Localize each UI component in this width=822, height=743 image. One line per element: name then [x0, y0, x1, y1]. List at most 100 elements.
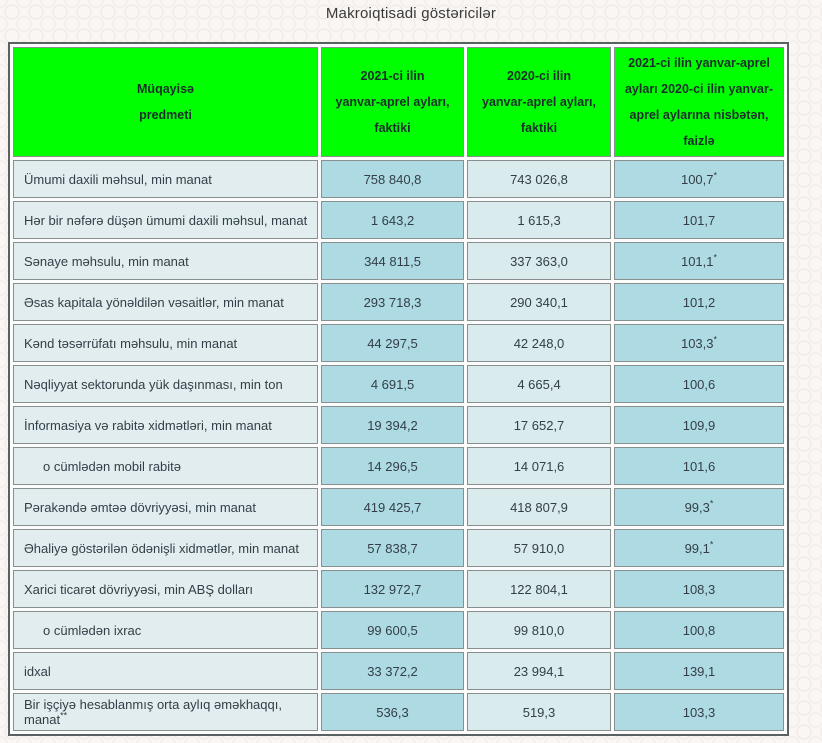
percent-cell: 101,7 — [614, 201, 784, 239]
row-label-cell: Nəqliyyat sektorunda yük daşınması, min … — [13, 365, 318, 403]
percent-cell: 99,3* — [614, 488, 784, 526]
percent-cell: 100,8 — [614, 611, 784, 649]
table-row: Bir işçiyə hesablanmış orta aylıq əməkha… — [13, 693, 784, 731]
percent-cell: 100,6 — [614, 365, 784, 403]
row-label-cell: o cümlədən ixrac — [13, 611, 318, 649]
table-row: o cümlədən mobil rabitə 14 296,5 14 071,… — [13, 447, 784, 485]
row-label: Ümumi daxili məhsul, min manat — [24, 171, 212, 187]
header-2020-actual: 2020-ci ilin yanvar-aprel ayları, faktik… — [467, 47, 611, 157]
macro-indicators-table: Müqayisə predmeti 2021-ci ilin yanvar-ap… — [8, 42, 789, 736]
row-label: Xarici ticarət dövriyyəsi, min ABŞ dolla… — [24, 581, 254, 597]
percent-value: 139,1 — [682, 663, 716, 679]
row-label-cell: Əsas kapitala yönəldilən vəsaitlər, min … — [13, 283, 318, 321]
value-2020-cell: 23 994,1 — [467, 652, 611, 690]
percent-value: 109,9 — [682, 417, 716, 433]
footnote-marker: * — [713, 170, 718, 181]
row-label: Kənd təsərrüfatı məhsulu, min manat — [24, 335, 238, 351]
row-label-cell: Sənaye məhsulu, min manat — [13, 242, 318, 280]
percent-cell: 109,9 — [614, 406, 784, 444]
row-label: Pərakəndə əmtəə dövriyyəsi, min manat — [24, 499, 256, 515]
percent-value: 99,3 — [684, 499, 710, 515]
percent-value: 103,3 — [682, 704, 716, 720]
row-label-cell: Kənd təsərrüfatı məhsulu, min manat — [13, 324, 318, 362]
header-comparison-subject: Müqayisə predmeti — [13, 47, 318, 157]
value-2021-cell: 536,3 — [321, 693, 464, 731]
header-row: Müqayisə predmeti 2021-ci ilin yanvar-ap… — [13, 47, 784, 157]
header-2021-actual: 2021-ci ilin yanvar-aprel ayları, faktik… — [321, 47, 464, 157]
percent-cell: 101,1* — [614, 242, 784, 280]
percent-cell: 108,3 — [614, 570, 784, 608]
percent-cell: 100,7* — [614, 160, 784, 198]
row-label: Hər bir nəfərə düşən ümumi daxili məhsul… — [24, 212, 308, 228]
value-2021-cell: 419 425,7 — [321, 488, 464, 526]
value-2021-cell: 19 394,2 — [321, 406, 464, 444]
row-label: Əhaliyə göstərilən ödənişli xidmətlər, m… — [24, 540, 299, 556]
value-2021-cell: 14 296,5 — [321, 447, 464, 485]
table-row: İnformasiya və rabitə xidmətləri, min ma… — [13, 406, 784, 444]
value-2021-cell: 33 372,2 — [321, 652, 464, 690]
row-label: Bir işçiyə hesablanmış orta aylıq əməkha… — [24, 697, 282, 727]
value-2020-cell: 1 615,3 — [467, 201, 611, 239]
percent-cell: 139,1 — [614, 652, 784, 690]
table-row: Xarici ticarət dövriyyəsi, min ABŞ dolla… — [13, 570, 784, 608]
row-label: Sənaye məhsulu, min manat — [24, 253, 189, 269]
row-label: idxal — [24, 663, 51, 679]
row-label-cell: Pərakəndə əmtəə dövriyyəsi, min manat — [13, 488, 318, 526]
row-label: Əsas kapitala yönəldilən vəsaitlər, min … — [24, 294, 284, 310]
percent-value: 101,2 — [682, 294, 716, 310]
percent-cell: 101,6 — [614, 447, 784, 485]
header-percent-change: 2021-ci ilin yanvar-aprel ayları 2020-ci… — [614, 47, 784, 157]
value-2020-cell: 743 026,8 — [467, 160, 611, 198]
value-2020-cell: 290 340,1 — [467, 283, 611, 321]
row-label-cell: Hər bir nəfərə düşən ümumi daxili məhsul… — [13, 201, 318, 239]
row-label: o cümlədən ixrac — [43, 622, 142, 638]
value-2020-cell: 519,3 — [467, 693, 611, 731]
value-2020-cell: 57 910,0 — [467, 529, 611, 567]
percent-cell: 103,3* — [614, 324, 784, 362]
percent-value: 101,7 — [682, 212, 716, 228]
value-2020-cell: 14 071,6 — [467, 447, 611, 485]
table-row: Hər bir nəfərə düşən ümumi daxili məhsul… — [13, 201, 784, 239]
table-row: Pərakəndə əmtəə dövriyyəsi, min manat 41… — [13, 488, 784, 526]
table-row: o cümlədən ixrac 99 600,5 99 810,0 100,8 — [13, 611, 784, 649]
value-2021-cell: 293 718,3 — [321, 283, 464, 321]
percent-value: 101,6 — [682, 458, 716, 474]
table-row: Kənd təsərrüfatı məhsulu, min manat 44 2… — [13, 324, 784, 362]
percent-cell: 99,1* — [614, 529, 784, 567]
table-row: Əsas kapitala yönəldilən vəsaitlər, min … — [13, 283, 784, 321]
percent-value: 100,6 — [682, 376, 716, 392]
percent-value: 108,3 — [682, 581, 716, 597]
row-label: Nəqliyyat sektorunda yük daşınması, min … — [24, 376, 283, 392]
percent-value: 99,1 — [684, 540, 710, 556]
percent-value: 103,3 — [680, 335, 714, 351]
value-2020-cell: 337 363,0 — [467, 242, 611, 280]
row-label-cell: Əhaliyə göstərilən ödənişli xidmətlər, m… — [13, 529, 318, 567]
row-label-cell: idxal — [13, 652, 318, 690]
value-2020-cell: 17 652,7 — [467, 406, 611, 444]
value-2021-cell: 4 691,5 — [321, 365, 464, 403]
footnote-marker: * — [709, 539, 714, 550]
percent-value: 100,8 — [682, 622, 716, 638]
row-label-cell: o cümlədən mobil rabitə — [13, 447, 318, 485]
percent-value: 100,7 — [680, 171, 714, 187]
value-2021-cell: 44 297,5 — [321, 324, 464, 362]
row-label-cell: Bir işçiyə hesablanmış orta aylıq əməkha… — [13, 693, 318, 731]
footnote-marker: * — [709, 498, 714, 509]
table-row: Sənaye məhsulu, min manat 344 811,5 337 … — [13, 242, 784, 280]
row-label: o cümlədən mobil rabitə — [43, 458, 182, 474]
value-2020-cell: 122 804,1 — [467, 570, 611, 608]
value-2020-cell: 42 248,0 — [467, 324, 611, 362]
percent-value: 101,1 — [680, 253, 714, 269]
percent-cell: 101,2 — [614, 283, 784, 321]
value-2021-cell: 758 840,8 — [321, 160, 464, 198]
row-label-cell: Xarici ticarət dövriyyəsi, min ABŞ dolla… — [13, 570, 318, 608]
table-row: Əhaliyə göstərilən ödənişli xidmətlər, m… — [13, 529, 784, 567]
footnote-marker: * — [713, 252, 718, 263]
row-label-cell: İnformasiya və rabitə xidmətləri, min ma… — [13, 406, 318, 444]
value-2021-cell: 57 838,7 — [321, 529, 464, 567]
table-row: Nəqliyyat sektorunda yük daşınması, min … — [13, 365, 784, 403]
value-2021-cell: 1 643,2 — [321, 201, 464, 239]
footnote-marker: * — [713, 334, 718, 345]
table-row: idxal 33 372,2 23 994,1 139,1 — [13, 652, 784, 690]
footnote-marker: ** — [60, 710, 68, 721]
